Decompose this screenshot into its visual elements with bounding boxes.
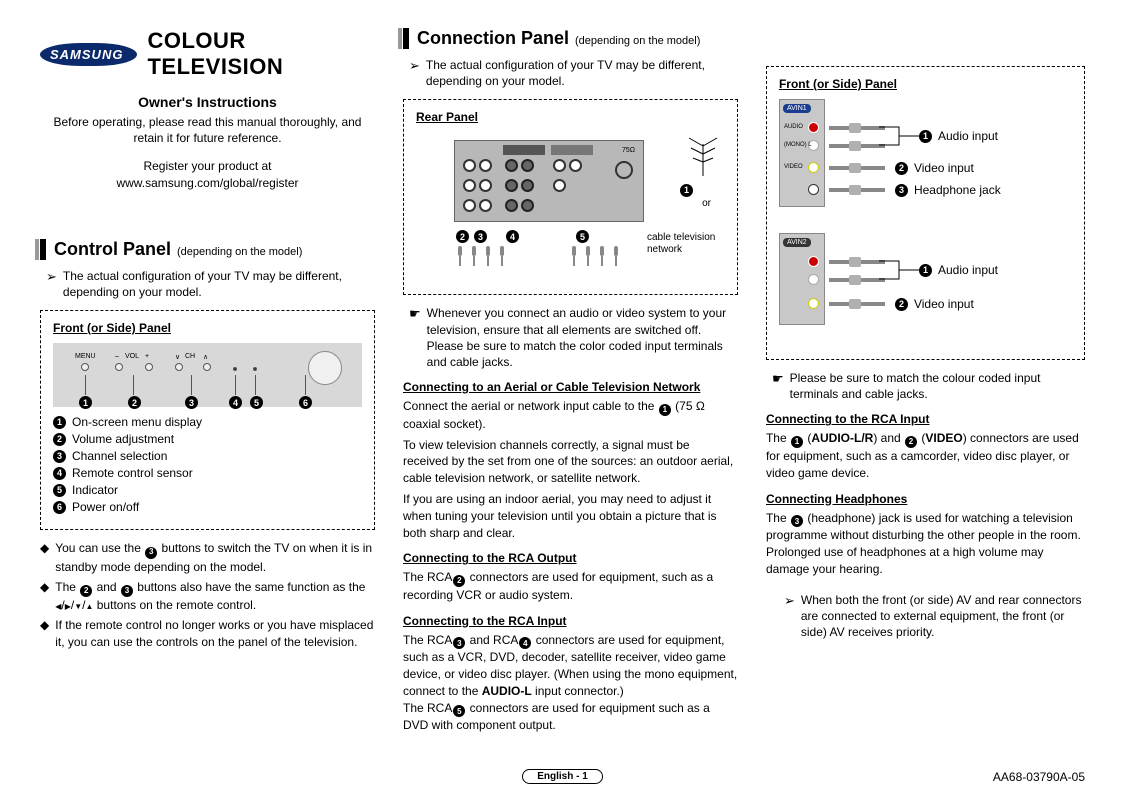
body-text: To view television channels correctly, a… — [403, 437, 738, 487]
body-text: Connect the aerial or network input cabl… — [403, 398, 738, 432]
hand-note-right: ☛ Please be sure to match the colour cod… — [772, 370, 1085, 402]
rca-in-right-heading: Connecting to the RCA Input — [766, 412, 1085, 426]
list-item: 1On-screen menu display — [53, 415, 362, 429]
samsung-logo: SAMSUNG — [40, 43, 137, 66]
owners-instructions: Owner's Instructions — [40, 94, 375, 110]
rca-in-heading: Connecting to the RCA Input — [403, 614, 738, 628]
list-item: 6Power on/off — [53, 500, 362, 514]
column-right: Front (or Side) Panel AVIN1 AUDIO (MONO)… — [766, 28, 1085, 738]
control-diagram: MENU – VOL + ∨ CH ∧ I — [53, 343, 362, 407]
control-note: ➢ The actual configuration of your TV ma… — [46, 268, 375, 300]
intro-text: Before operating, please read this manua… — [40, 114, 375, 146]
video-input-label: Video input — [914, 297, 974, 311]
rca-out-heading: Connecting to the RCA Output — [403, 551, 738, 565]
aerial-heading: Connecting to an Aerial or Cable Televis… — [403, 380, 738, 394]
control-item-list: 1On-screen menu display 2Volume adjustme… — [53, 415, 362, 514]
rear-panel-title: Rear Panel — [416, 110, 725, 124]
document-code: AA68-03790A-05 — [993, 770, 1085, 784]
page-footer: English - 1 — [0, 769, 1125, 784]
list-item: 3Channel selection — [53, 449, 362, 463]
list-item: 4Remote control sensor — [53, 466, 362, 480]
column-middle: Connection Panel (depending on the model… — [403, 28, 738, 738]
body-text: The 1 (AUDIO-L/R) and 2 (VIDEO) connecto… — [766, 430, 1085, 481]
audio-input-label: Audio input — [938, 263, 998, 277]
arrow-icon: ➢ — [46, 268, 57, 300]
product-title: COLOUR TELEVISION — [147, 28, 375, 80]
arrow-icon: ➢ — [784, 592, 795, 641]
page-number: English - 1 — [522, 769, 603, 784]
column-left: SAMSUNG COLOUR TELEVISION Owner's Instru… — [40, 28, 375, 738]
list-item: ◆ The 2 and 3 buttons also have the same… — [40, 579, 375, 614]
connection-panel-heading: Connection Panel (depending on the model… — [403, 28, 738, 49]
front-side-title: Front (or Side) Panel — [779, 77, 1072, 91]
page: SAMSUNG COLOUR TELEVISION Owner's Instru… — [40, 28, 1085, 738]
connection-panel-title: Connection Panel — [417, 28, 569, 49]
hand-note: ☛ Whenever you connect an audio or video… — [409, 305, 738, 370]
list-item: 5Indicator — [53, 483, 362, 497]
hand-icon: ☛ — [409, 305, 421, 370]
list-item: 2Volume adjustment — [53, 432, 362, 446]
list-item: ◆ You can use the 3 buttons to switch th… — [40, 540, 375, 575]
hand-icon: ☛ — [772, 370, 784, 402]
body-text: The 3 (headphone) jack is used for watch… — [766, 510, 1085, 578]
video-input-label: Video input — [914, 161, 974, 175]
arrow-icon: ➢ — [409, 57, 420, 89]
headphone-jack-label: Headphone jack — [914, 183, 1001, 197]
front-side-panel-box: Front (or Side) Panel AVIN1 AUDIO (MONO)… — [766, 66, 1085, 360]
list-item: ◆ If the remote control no longer works … — [40, 617, 375, 649]
audio-input-label: Audio input — [938, 129, 998, 143]
front-panel-box: Front (or Side) Panel MENU – VOL + ∨ CH … — [40, 310, 375, 530]
control-notes-list: ◆ You can use the 3 buttons to switch th… — [40, 540, 375, 650]
connection-panel-dep: (depending on the model) — [575, 35, 700, 47]
antenna-icon — [683, 136, 723, 182]
body-text: The RCA2 connectors are used for equipme… — [403, 569, 738, 603]
control-panel-heading: Control Panel (depending on the model) — [40, 239, 375, 260]
avin1-diagram: AVIN1 AUDIO (MONO) L VIDEO 1Audio input — [779, 99, 1072, 219]
priority-note: ➢ When both the front (or side) AV and r… — [784, 592, 1085, 641]
front-panel-title: Front (or Side) Panel — [53, 321, 362, 335]
body-text: If you are using an indoor aerial, you m… — [403, 491, 738, 541]
connection-note: ➢ The actual configuration of your TV ma… — [409, 57, 738, 89]
register-text: Register your product at www.samsung.com… — [40, 158, 375, 190]
rear-panel-box: Rear Panel 75Ω — [403, 99, 738, 295]
headphones-heading: Connecting Headphones — [766, 492, 1085, 506]
rear-diagram: 75Ω 1 or cable television network — [416, 132, 725, 282]
header-row: SAMSUNG COLOUR TELEVISION — [40, 28, 375, 80]
control-panel-dep: (depending on the model) — [177, 246, 302, 258]
avin2-diagram: AVIN2 1Audio input 2Video input — [779, 233, 1072, 333]
body-text: The RCA3 and RCA4 connectors are used fo… — [403, 632, 738, 734]
control-panel-title: Control Panel — [54, 239, 171, 260]
